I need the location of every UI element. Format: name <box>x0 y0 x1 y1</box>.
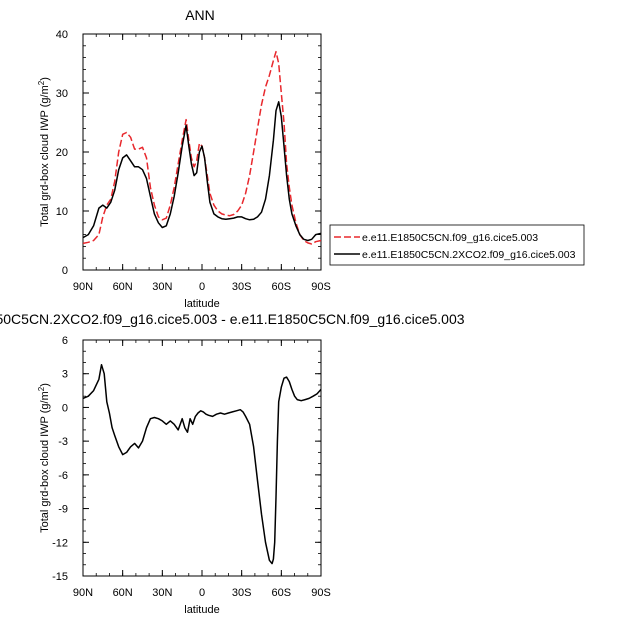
legend-box <box>329 224 585 266</box>
series-line-1 <box>82 101 322 242</box>
y-tick-label: -9 <box>58 504 68 516</box>
x-tick-label: 90N <box>73 587 93 599</box>
y-tick-label: -15 <box>52 571 68 583</box>
y-tick-label: 30 <box>56 88 68 100</box>
x-tick-label: 60N <box>113 281 133 293</box>
y-tick-label: 0 <box>62 402 68 414</box>
x-tick-label: 30N <box>152 281 172 293</box>
y-tick-label: 6 <box>62 335 68 347</box>
x-tick-label: 30N <box>152 587 172 599</box>
bottom-panel: 50C5CN.2XCO2.f09_g16.cice5.003 - e.e11.E… <box>0 311 465 616</box>
x-tick-label: 90S <box>311 281 331 293</box>
y-axis-label: Total grd-box cloud IWP (g/m2) <box>37 383 51 533</box>
plot-frame <box>82 339 322 577</box>
x-tick-label: 60S <box>272 281 292 293</box>
legend-entry-0: e.e11.E1850C5CN.f09_g16.cice5.003 <box>362 232 538 244</box>
y-tick-label: -3 <box>58 436 68 448</box>
y-tick-label: 3 <box>62 369 68 381</box>
chart-title: ANN <box>185 7 215 23</box>
y-tick-label: 40 <box>56 29 68 41</box>
y-axis-label-close: ) <box>39 77 51 81</box>
top-panel: ANN 90N 60N 30N 0 30S 60S 90S 0 10 20 30 40 latitude T… <box>37 7 585 310</box>
chart-title: 50C5CN.2XCO2.f09_g16.cice5.003 - e.e11.E… <box>0 311 465 327</box>
y-tick-label: 10 <box>56 206 68 218</box>
y-axis-label-superscript: 2 <box>37 386 46 391</box>
y-tick-label: -6 <box>58 470 68 482</box>
y-tick-label: 20 <box>56 147 68 159</box>
x-axis-label: latitude <box>184 298 219 310</box>
y-axis-label-superscript: 2 <box>37 80 46 85</box>
y-axis-label-text: Total grd-box cloud IWP (g/m <box>39 85 51 227</box>
y-axis-label-text: Total grd-box cloud IWP (g/m <box>39 391 51 533</box>
y-tick-label: -12 <box>52 537 68 549</box>
x-tick-label: 0 <box>199 587 205 599</box>
x-tick-label: 60N <box>113 587 133 599</box>
x-tick-label: 90N <box>73 281 93 293</box>
x-tick-label: 60S <box>272 587 292 599</box>
series-line-0 <box>82 363 322 565</box>
x-axis-label: latitude <box>184 604 219 616</box>
x-tick-label: 30S <box>232 587 252 599</box>
x-tick-label: 90S <box>311 587 331 599</box>
x-tick-label: 30S <box>232 281 252 293</box>
y-axis-label: Total grd-box cloud IWP (g/m2) <box>37 77 51 227</box>
y-axis-label-close: ) <box>39 383 51 387</box>
legend-entry-1: e.e11.E1850C5CN.2XCO2.f09_g16.cice5.003 <box>362 249 576 261</box>
y-tick-label: 0 <box>62 265 68 277</box>
x-tick-label: 0 <box>199 281 205 293</box>
